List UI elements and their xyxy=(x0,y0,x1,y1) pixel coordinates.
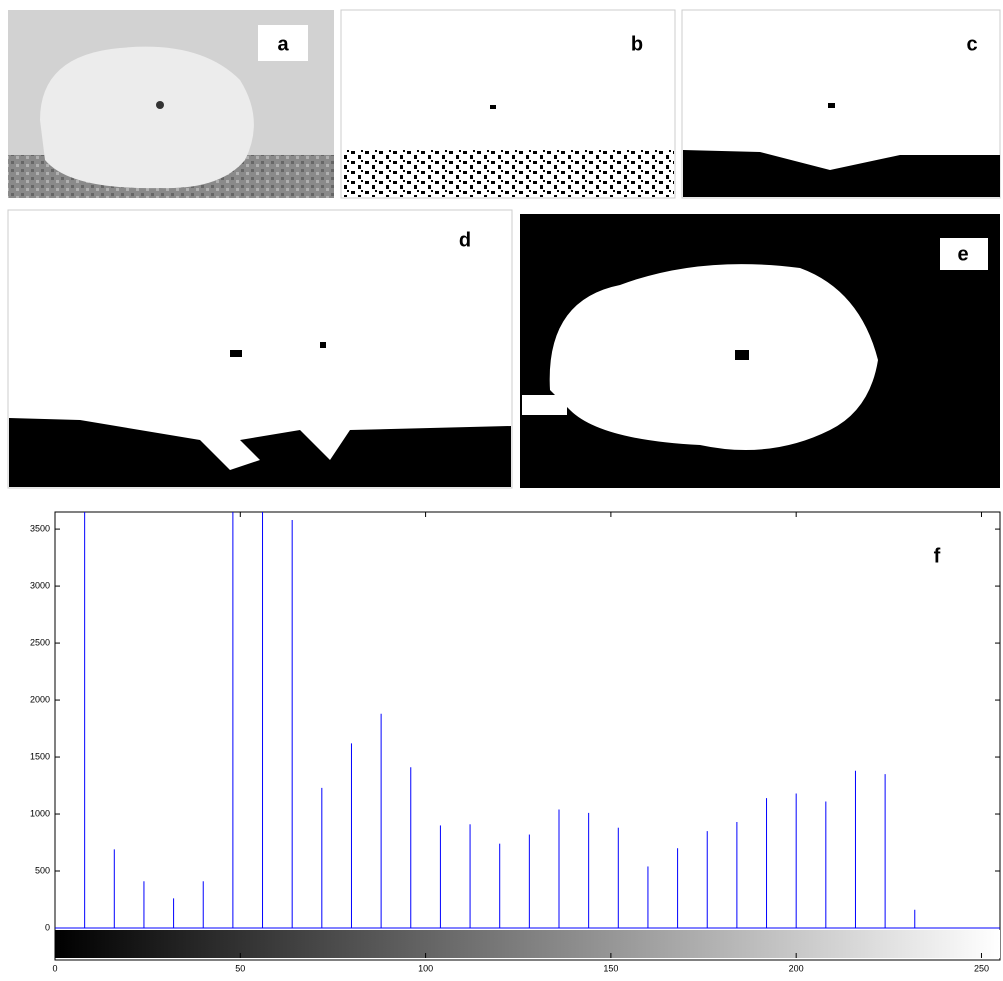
y-tick-label: 0 xyxy=(45,922,50,932)
panel-label: e xyxy=(957,243,968,265)
y-tick-label: 2000 xyxy=(30,694,50,704)
x-tick-label: 50 xyxy=(235,963,245,973)
y-tick-label: 3000 xyxy=(30,580,50,590)
panel-a: a xyxy=(8,10,334,198)
panel-label: a xyxy=(277,33,289,55)
panel-label: d xyxy=(459,229,471,251)
y-tick-label: 3500 xyxy=(30,523,50,533)
figure: a b c d e f 0500100015002000250030003500… xyxy=(0,0,1003,976)
panel-b: b xyxy=(341,10,675,198)
x-tick-label: 200 xyxy=(789,963,804,973)
x-tick-label: 0 xyxy=(52,963,57,973)
x-tick-label: 100 xyxy=(418,963,433,973)
panel-e: e xyxy=(520,214,1000,488)
panel-d: d xyxy=(8,210,512,488)
x-tick-label: 250 xyxy=(974,963,989,973)
panel-label: c xyxy=(966,33,977,55)
colorbar xyxy=(55,930,1000,958)
plot-frame xyxy=(55,512,1000,960)
y-tick-label: 1000 xyxy=(30,808,50,818)
annotation: f xyxy=(934,545,941,567)
y-tick-label: 2500 xyxy=(30,637,50,647)
x-tick-label: 150 xyxy=(603,963,618,973)
y-tick-label: 1500 xyxy=(30,751,50,761)
y-tick-label: 500 xyxy=(35,865,50,875)
panel-c: c xyxy=(682,10,1000,198)
panel-label: b xyxy=(631,33,643,55)
